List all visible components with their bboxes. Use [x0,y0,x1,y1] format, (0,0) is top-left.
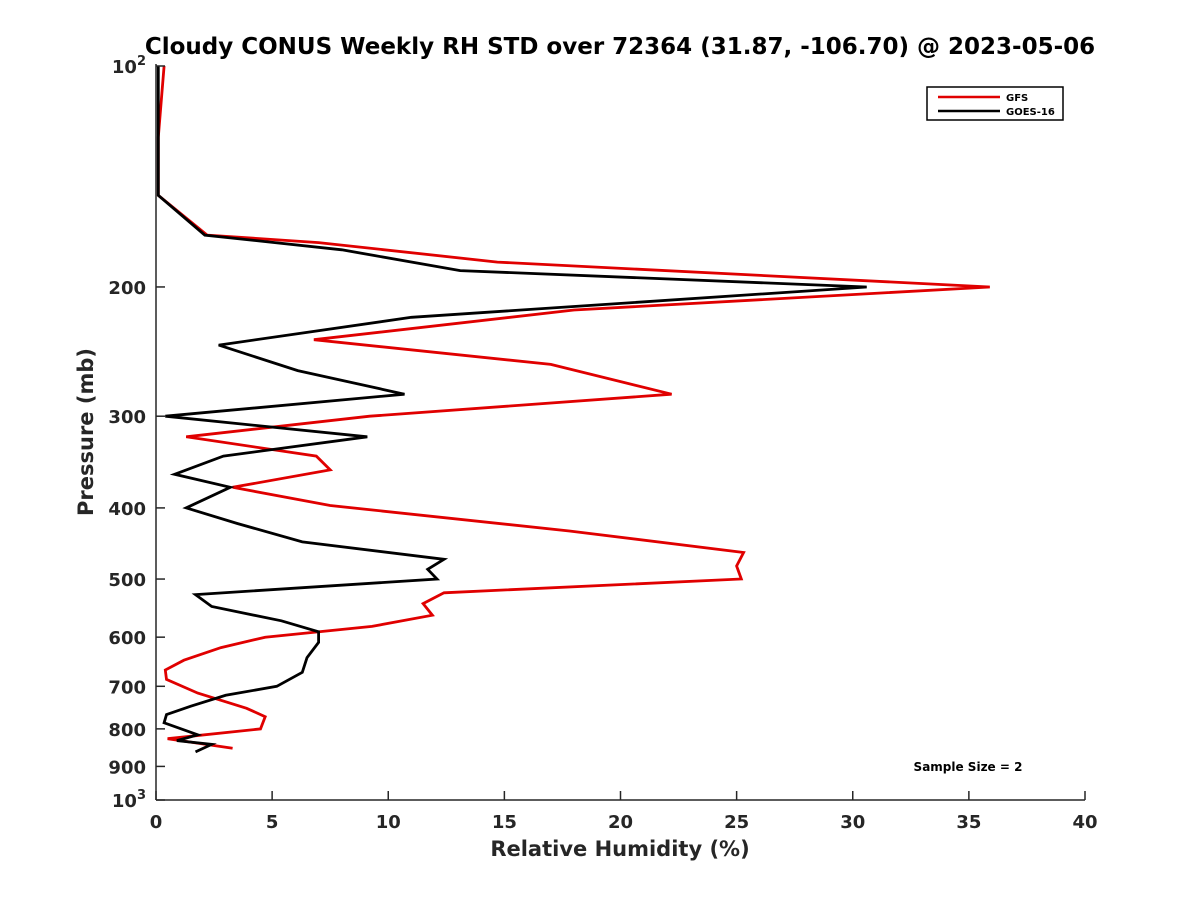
sample-size-annotation: Sample Size = 2 [914,760,1023,774]
legend-label-gfs: GFS [1006,93,1028,104]
series-line-goes-16 [156,66,867,754]
x-tick-label: 20 [608,812,633,833]
x-tick-label: 0 [150,812,163,833]
x-tick-label: 10 [376,812,401,833]
y-axis-label: Pressure (mb) [74,348,98,516]
legend-box [926,86,1064,121]
y-tick-label: 400 [108,499,146,520]
x-tick-label: 15 [492,812,517,833]
series-line-gfs [156,65,990,750]
x-tick-label: 30 [840,812,865,833]
y-tick-label: 300 [108,407,146,428]
y-tick-label: 800 [108,720,146,741]
y-tick-label: 500 [108,570,146,591]
y-tick-label: 600 [108,628,146,649]
legend-label-goes-16: GOES-16 [1006,107,1055,118]
legend: GFS GOES-16 [926,86,1064,121]
x-tick-label: 35 [956,812,981,833]
x-tick-label: 25 [724,812,749,833]
x-tick-label: 40 [1072,812,1097,833]
y-tick-label: 102 [112,54,146,78]
y-tick-label: 700 [108,677,146,698]
y-ticks: 102 200 300 400 500 600 700 800 900 103 [108,54,165,812]
plot-lines [156,65,990,754]
chart-title: Cloudy CONUS Weekly RH STD over 72364 (3… [145,34,1095,60]
x-ticks: 0 5 10 15 20 25 30 35 40 [150,791,1098,833]
y-tick-label: 200 [108,278,146,299]
x-tick-label: 5 [266,812,279,833]
y-tick-label: 900 [108,757,146,778]
x-axis-label: Relative Humidity (%) [490,837,749,861]
y-tick-label: 103 [112,788,146,812]
